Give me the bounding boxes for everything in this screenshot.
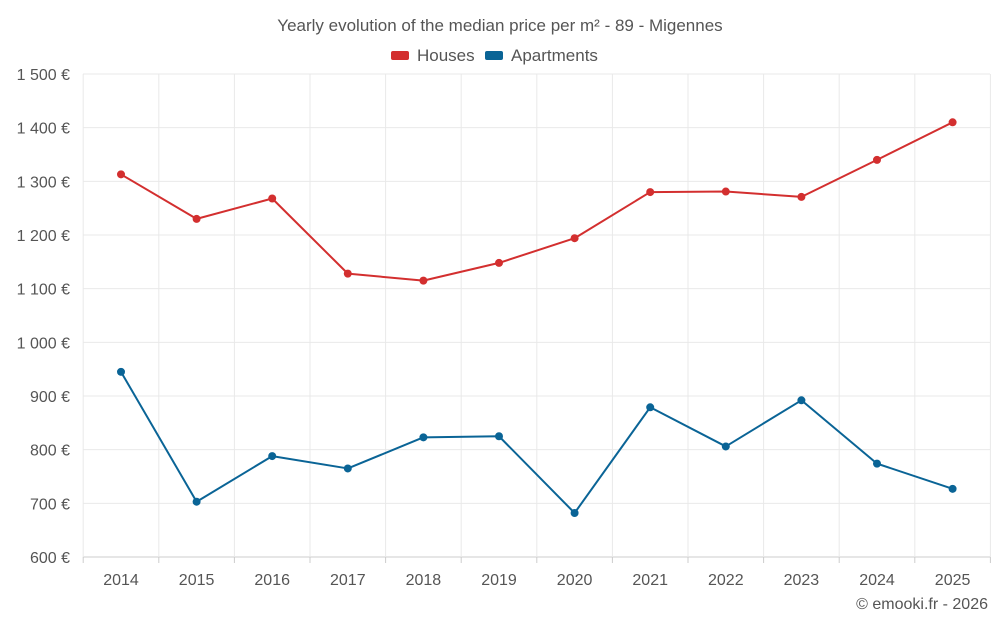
data-point-apartments[interactable] bbox=[495, 432, 503, 441]
x-tick-label: 2024 bbox=[859, 572, 895, 589]
legend: Houses Apartments bbox=[391, 46, 598, 65]
data-point-houses[interactable] bbox=[117, 170, 125, 179]
data-point-houses[interactable] bbox=[343, 269, 352, 278]
data-point-houses[interactable] bbox=[948, 118, 957, 127]
y-tick-label: 600 € bbox=[30, 550, 70, 567]
data-point-houses[interactable] bbox=[721, 187, 730, 196]
x-tick-label: 2023 bbox=[784, 572, 820, 589]
y-tick-label: 1 000 € bbox=[17, 335, 70, 352]
data-point-apartments[interactable] bbox=[419, 433, 428, 442]
data-point-apartments[interactable] bbox=[117, 367, 125, 376]
y-tick-label: 1 200 € bbox=[17, 228, 70, 245]
legend-label-houses[interactable]: Houses bbox=[417, 46, 475, 65]
data-point-houses[interactable] bbox=[646, 188, 655, 197]
data-point-apartments[interactable] bbox=[797, 396, 806, 405]
series-line-houses bbox=[120, 121, 954, 282]
x-tick-label: 2022 bbox=[708, 572, 744, 589]
y-tick-label: 800 € bbox=[30, 443, 70, 460]
y-tick-label: 1 500 € bbox=[17, 67, 70, 84]
data-point-houses[interactable] bbox=[268, 194, 277, 203]
axes: 600 € 700 € 800 € 900 € 1 000 € 1 100 € 1 200 … bbox=[17, 67, 991, 589]
data-point-houses[interactable] bbox=[495, 258, 503, 267]
y-tick-label: 1 300 € bbox=[17, 174, 70, 191]
x-tick-label: 2016 bbox=[254, 572, 290, 589]
x-tick-label: 2025 bbox=[935, 572, 971, 589]
data-point-apartments[interactable] bbox=[646, 403, 655, 412]
data-point-apartments[interactable] bbox=[721, 442, 730, 451]
data-point-houses[interactable] bbox=[797, 192, 806, 201]
legend-swatch-houses bbox=[391, 51, 409, 60]
x-tick-label: 2015 bbox=[179, 572, 215, 589]
x-tick-label: 2021 bbox=[632, 572, 668, 589]
y-tick-label: 1 100 € bbox=[17, 282, 70, 299]
grid-lines bbox=[82, 73, 991, 558]
legend-label-apartments[interactable]: Apartments bbox=[511, 46, 598, 65]
x-tick-label: 2014 bbox=[103, 572, 139, 589]
y-tick-label: 1 400 € bbox=[17, 121, 70, 138]
data-point-houses[interactable] bbox=[873, 155, 881, 164]
data-point-houses[interactable] bbox=[192, 214, 201, 223]
data-point-apartments[interactable] bbox=[948, 484, 957, 493]
data-point-apartments[interactable] bbox=[343, 464, 352, 473]
x-tick-label: 2017 bbox=[330, 572, 366, 589]
credit-text: © emooki.fr - 2026 bbox=[856, 596, 988, 613]
data-point-apartments[interactable] bbox=[873, 459, 881, 468]
data-point-apartments[interactable] bbox=[268, 452, 277, 461]
x-tick-label: 2018 bbox=[406, 572, 442, 589]
data-point-apartments[interactable] bbox=[570, 508, 579, 517]
data-point-apartments[interactable] bbox=[192, 497, 201, 506]
data-point-houses[interactable] bbox=[419, 276, 428, 285]
y-tick-label: 900 € bbox=[30, 389, 70, 406]
legend-swatch-apartments bbox=[485, 51, 503, 60]
y-tick-label: 700 € bbox=[30, 496, 70, 513]
x-tick-label: 2019 bbox=[481, 572, 517, 589]
data-point-houses[interactable] bbox=[570, 234, 579, 243]
x-tick-label: 2020 bbox=[557, 572, 593, 589]
chart-title: Yearly evolution of the median price per… bbox=[277, 16, 722, 35]
series-line-apartments bbox=[120, 371, 953, 514]
series-lines bbox=[117, 118, 957, 517]
